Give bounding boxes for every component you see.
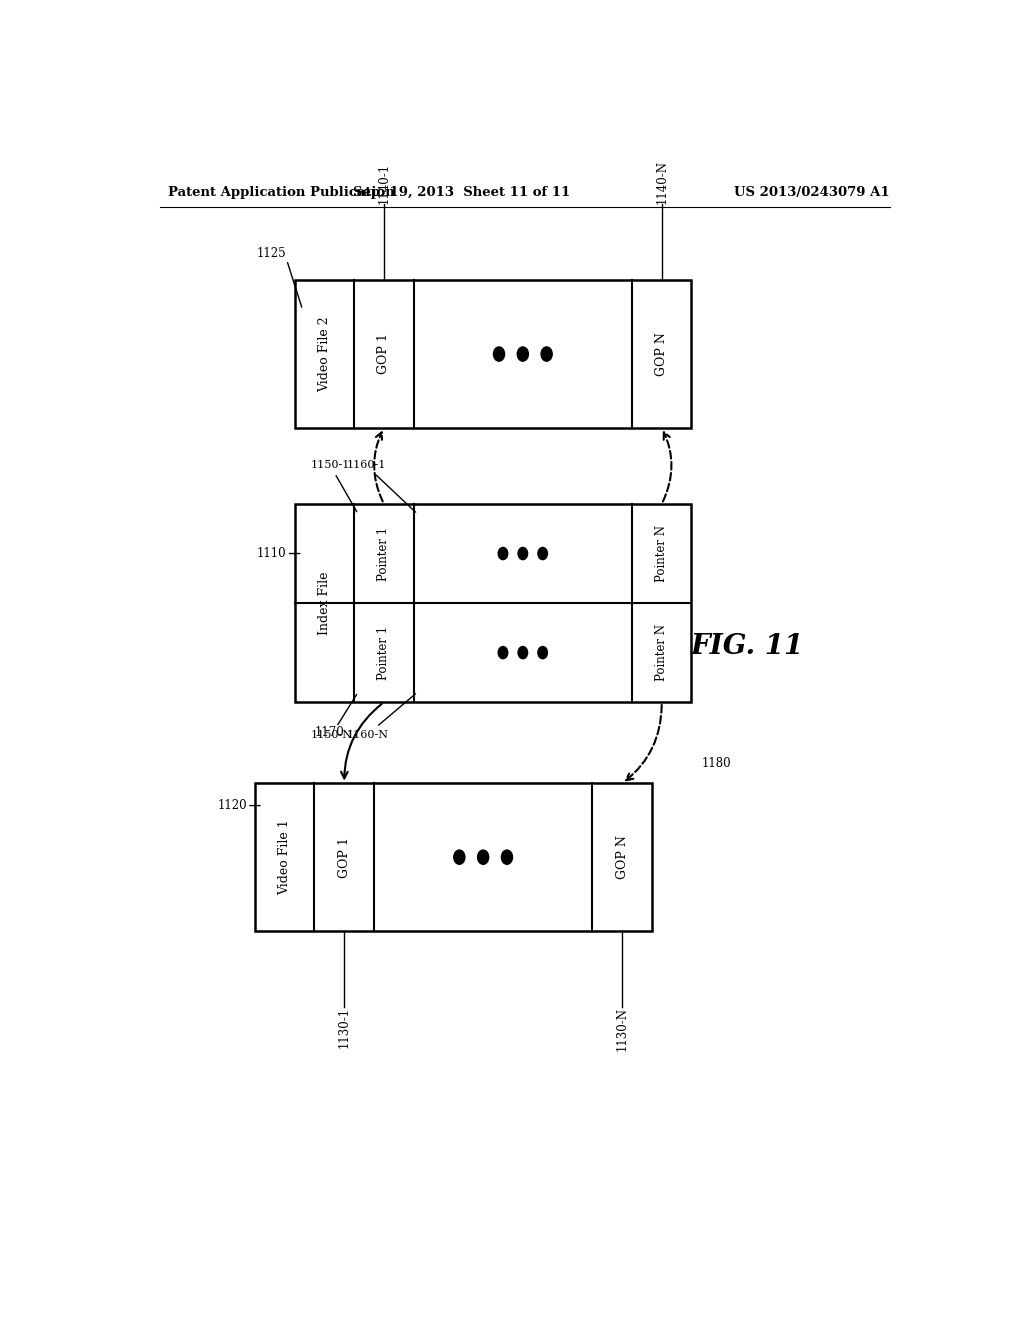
- Circle shape: [499, 647, 508, 659]
- Text: 1180: 1180: [701, 756, 731, 770]
- Text: GOP 1: GOP 1: [378, 334, 390, 375]
- Text: Index File: Index File: [317, 572, 331, 635]
- Text: Sep. 19, 2013  Sheet 11 of 11: Sep. 19, 2013 Sheet 11 of 11: [352, 186, 570, 199]
- Text: 1150-N: 1150-N: [310, 694, 356, 739]
- Circle shape: [477, 850, 488, 865]
- Circle shape: [518, 647, 527, 659]
- Text: 1130-N: 1130-N: [615, 1007, 629, 1051]
- Text: GOP 1: GOP 1: [338, 837, 351, 878]
- Bar: [295, 504, 691, 702]
- Text: Video File 2: Video File 2: [317, 317, 331, 392]
- Text: 1160-1: 1160-1: [346, 461, 416, 512]
- Text: Pointer 1: Pointer 1: [378, 527, 390, 581]
- Circle shape: [499, 548, 508, 560]
- Text: US 2013/0243079 A1: US 2013/0243079 A1: [734, 186, 890, 199]
- Circle shape: [538, 647, 548, 659]
- Text: Patent Application Publication: Patent Application Publication: [168, 186, 394, 199]
- Text: 1130-1: 1130-1: [338, 1007, 351, 1048]
- Text: Video File 1: Video File 1: [279, 820, 291, 895]
- Text: 1110: 1110: [257, 546, 287, 560]
- Text: Pointer N: Pointer N: [655, 525, 669, 582]
- Circle shape: [518, 548, 527, 560]
- Circle shape: [454, 850, 465, 865]
- Circle shape: [538, 548, 548, 560]
- Bar: [295, 280, 691, 428]
- Text: GOP N: GOP N: [655, 333, 669, 376]
- Text: GOP N: GOP N: [615, 836, 629, 879]
- Text: 1170: 1170: [314, 726, 344, 739]
- Text: 1140-N: 1140-N: [655, 160, 669, 205]
- Text: 1150-1: 1150-1: [310, 461, 356, 512]
- Text: Pointer 1: Pointer 1: [378, 626, 390, 680]
- Text: 1120: 1120: [217, 799, 247, 812]
- Text: 1160-N: 1160-N: [346, 694, 416, 739]
- Text: 1140-1: 1140-1: [378, 162, 390, 205]
- Circle shape: [517, 347, 528, 362]
- Text: Pointer N: Pointer N: [655, 624, 669, 681]
- Text: 1125: 1125: [257, 247, 287, 260]
- Circle shape: [494, 347, 505, 362]
- Circle shape: [541, 347, 552, 362]
- Circle shape: [502, 850, 512, 865]
- Bar: [255, 784, 652, 931]
- Text: FIG. 11: FIG. 11: [690, 632, 804, 660]
